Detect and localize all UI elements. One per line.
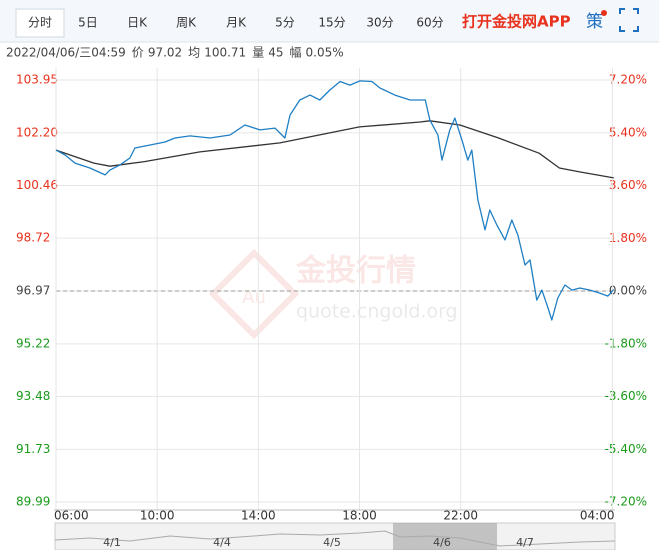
navigator-date: 4/1 (103, 536, 121, 549)
info-price-label: 价 (132, 46, 144, 60)
info-change: 0.05% (306, 46, 344, 60)
x-tick-label: 10:00 (140, 509, 175, 523)
x-tick-label: 22:00 (443, 509, 478, 523)
tab[interactable]: 15分 (318, 16, 345, 30)
y2-tick-label: -1.80% (605, 336, 647, 350)
y-tick-label: 91.73 (16, 442, 50, 456)
y-tick-label: 98.72 (16, 231, 50, 245)
y2-tick-label: 0.00% (609, 284, 647, 298)
info-price: 97.02 (148, 46, 182, 60)
y-tick-label: 93.48 (16, 389, 50, 403)
y2-tick-label: -5.40% (605, 442, 647, 456)
navigator-line (54, 530, 616, 547)
y2-tick-label: 3.60% (609, 178, 647, 192)
navigator-date: 4/7 (516, 536, 534, 549)
tabs: 分时 5日 日K 周K 月K 5分 15分 30分 60分 (28, 16, 444, 30)
tab[interactable]: 分时 (28, 16, 52, 30)
navigator-date: 4/4 (213, 536, 231, 549)
active-tab-bg (15, 8, 65, 38)
info-avg: 100.71 (204, 46, 246, 60)
watermark-site: quote.cngold.org (296, 301, 458, 323)
y2-tick-label: 7.20% (609, 73, 647, 87)
info-volume-label: 量 (252, 46, 264, 60)
app-link[interactable]: 打开金投网APP (462, 13, 571, 31)
watermark-brand: 金投行情 (295, 254, 416, 289)
tab[interactable]: 日K (127, 16, 148, 30)
tab[interactable]: 5日 (78, 16, 98, 30)
watermark-logo (208, 248, 300, 340)
series-line (55, 80, 615, 321)
tab[interactable]: 5分 (275, 16, 295, 30)
x-tick-label: 04:00 (580, 509, 615, 523)
info-volume: 45 (268, 46, 283, 60)
navigator-date: 4/6 (433, 536, 451, 549)
y-tick-label: 89.99 (16, 495, 50, 509)
info-avg-label: 均 (188, 46, 200, 60)
info-change-label: 幅 (289, 45, 301, 60)
y2-tick-label: 1.80% (609, 231, 647, 245)
tab[interactable]: 月K (226, 16, 247, 30)
y2-tick-label: -3.60% (605, 389, 647, 403)
navigator-date: 4/5 (323, 536, 341, 549)
toolbar (0, 0, 659, 42)
series-line (55, 120, 614, 179)
y-tick-label: 95.22 (16, 336, 50, 350)
strategy-icon[interactable]: 策 (586, 12, 603, 32)
navigator[interactable] (54, 522, 616, 550)
x-tick-label: 14:00 (241, 509, 276, 523)
tab[interactable]: 30分 (366, 16, 393, 30)
notice-dot (601, 10, 607, 16)
watermark-logo-text: Au (242, 287, 266, 308)
watermark: Au 金投行情 quote.cngold.org (208, 248, 458, 340)
tab[interactable]: 60分 (416, 16, 443, 30)
fullscreen-icon[interactable] (619, 8, 639, 32)
info-time: 2022/04/06/三04:59 (6, 46, 126, 60)
info-line: 2022/04/06/三04:59 价 97.02 均 100.71 量 45 幅 0.05% (6, 45, 344, 60)
tab[interactable]: 周K (176, 16, 197, 30)
y-tick-label: 96.97 (16, 284, 50, 298)
y2-tick-label: -7.20% (605, 495, 647, 509)
navigator-dates: 4/1 4/4 4/5 4/6 4/7 (103, 536, 534, 549)
y-tick-label: 100.46 (16, 178, 58, 192)
y-tick-label: 103.95 (16, 73, 58, 87)
y-tick-label: 102.20 (16, 125, 58, 139)
x-tick-label: 06:00 (54, 509, 89, 523)
y2-tick-label: 5.40% (609, 125, 647, 139)
x-tick-label: 18:00 (342, 509, 377, 523)
